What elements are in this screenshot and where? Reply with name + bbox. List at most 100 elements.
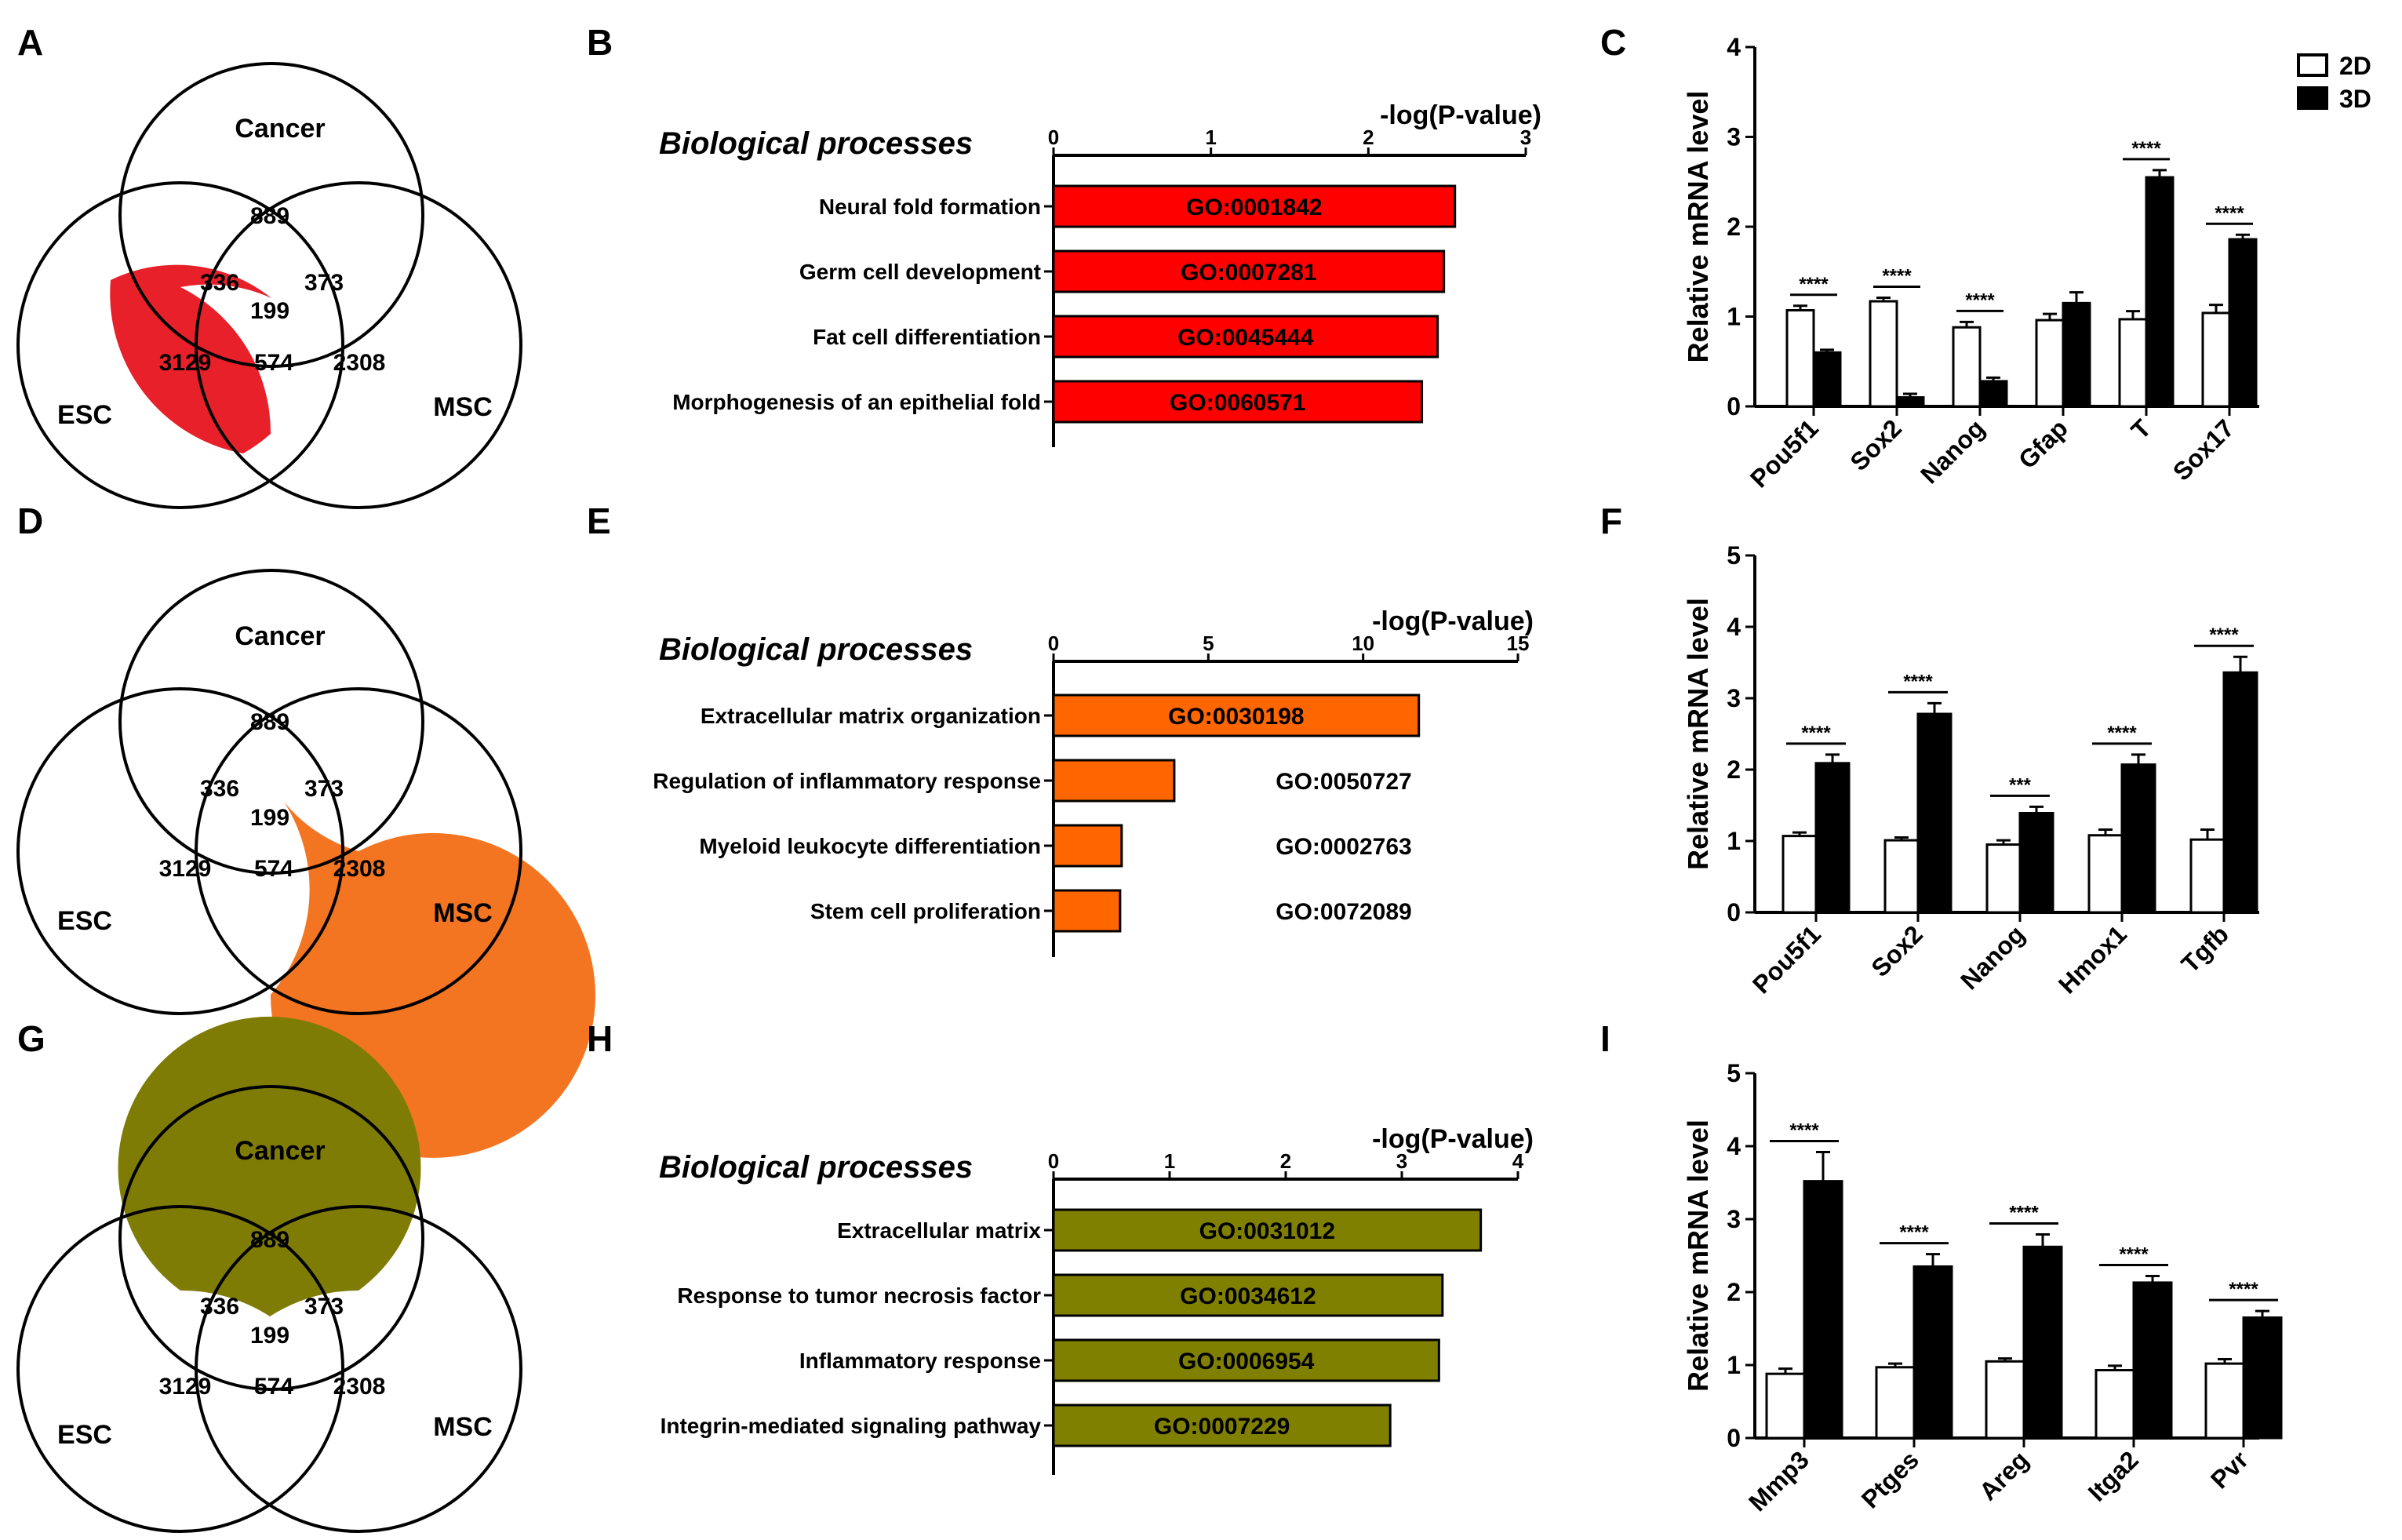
venn-d-label-msc: MSC (433, 898, 493, 928)
venn-g-label-msc: MSC (433, 1412, 493, 1442)
bar-3d (2222, 671, 2258, 914)
venn-g-cancer-esc: 336 (200, 1294, 239, 1320)
bar-3d (2132, 1281, 2173, 1440)
bar-3d (1814, 762, 1851, 914)
x-tick-label: 3 (1396, 1149, 1407, 1173)
section-title: Biological processes (659, 632, 973, 667)
venn-a-label-esc: ESC (57, 400, 112, 430)
panel-b-go-bar-chart: -log(P-value) Biological processes 0 1 2 3 Neu… (659, 100, 1541, 447)
bar-2d (2189, 838, 2225, 914)
venn-d-label-cancer: Cancer (235, 621, 325, 651)
venn-a-label-msc: MSC (433, 392, 493, 422)
y-tick-label: 2 (1727, 1278, 1741, 1306)
venn-a-circle-cancer (118, 62, 424, 368)
significance-label: **** (2229, 1279, 2258, 1300)
bar-2d (1985, 1360, 2025, 1440)
bar (1052, 694, 1421, 737)
venn-a-msc-only: 2308 (333, 350, 386, 376)
panel-a-venn: A Cancer ESC MSC 889 336 373 199 3129 57… (16, 22, 522, 509)
bar (1052, 1403, 1392, 1447)
bar (1052, 249, 1446, 293)
venn-g-circle-cancer (118, 1085, 424, 1391)
bar-3d (2242, 1316, 2283, 1440)
venn-d-circle-cancer (118, 569, 424, 875)
panel-e-go-bar-chart: -log(P-value) Biological processes 0 5 10 15 E… (653, 606, 1534, 957)
section-title: Biological processes (659, 1150, 973, 1185)
venn-a-all: 199 (250, 298, 289, 324)
bar-3d (1978, 380, 2008, 408)
x-category-label: Nanog (1915, 413, 1990, 489)
category-label: Extracellular matrix organization (701, 704, 1041, 728)
significance-label: *** (2009, 774, 2032, 795)
y-tick-label: 4 (1727, 1132, 1741, 1160)
bar-3d (1803, 1180, 1843, 1440)
bar-2d (1883, 839, 1920, 914)
x-tick-label: 1 (1164, 1149, 1175, 1173)
x-category-label: Pou5f1 (1745, 413, 1824, 493)
venn-d-circle-esc (16, 687, 344, 1015)
go-id-label: GO:0001842 (1186, 195, 1322, 220)
panel-f-mrna-chart: 0 1 2 3 4 5 Relative mRNA level Pou5f1 **** Sox2 *… (1682, 541, 2259, 999)
panel-c-mrna-chart: 0 1 2 3 4 Relative mRNA level Pou5f1 **** Sox2 **… (1682, 33, 2259, 493)
venn-g-highlight (118, 1016, 421, 1316)
venn-a-label-cancer: Cancer (235, 114, 325, 144)
x-tick-label: 4 (1512, 1149, 1524, 1173)
bar-3d (1812, 351, 1842, 408)
venn-g-esc-msc: 574 (254, 1374, 293, 1400)
bar-2d (2204, 1362, 2245, 1440)
y-tick-label: 1 (1727, 827, 1741, 855)
venn-g-esc-only: 3129 (159, 1374, 212, 1400)
category-label: Regulation of inflammatory response (653, 769, 1041, 793)
bar-3d (1913, 1265, 1953, 1440)
x-category-label: Nanog (1955, 919, 2030, 995)
legend-label-3d: 3D (2339, 85, 2371, 113)
y-axis-label: Relative mRNA level (1682, 598, 1714, 870)
x-tick-label: 5 (1203, 632, 1214, 655)
panel-label-c: C (1600, 22, 1626, 63)
legend: 2D 3D (2297, 52, 2371, 113)
bar-3d (2120, 763, 2156, 914)
category-label: Fat cell differentiation (813, 325, 1041, 349)
venn-d-cancer-esc: 336 (200, 776, 239, 802)
y-tick-label: 4 (1727, 613, 1741, 641)
legend-swatch-3d (2297, 86, 2328, 110)
bar (1052, 889, 1122, 933)
significance-label: **** (2209, 624, 2239, 646)
axis-title: -log(P-value) (1380, 100, 1541, 130)
significance-label: **** (1899, 1222, 1929, 1243)
bar-2d (1875, 1366, 1916, 1440)
bar-2d (1985, 843, 2022, 914)
bar-2d (1765, 1372, 1806, 1440)
y-tick-label: 3 (1727, 684, 1741, 712)
go-id-label: GO:0031012 (1199, 1218, 1335, 1244)
category-label: Germ cell development (799, 260, 1041, 284)
bar-3d (2022, 1245, 2063, 1440)
bar-2d (2118, 318, 2148, 408)
panel-i-mrna-chart: 0 1 2 3 4 5 Relative mRNA level Mmp3 **** Ptges **… (1682, 1059, 2283, 1516)
y-tick-label: 0 (1727, 1424, 1741, 1452)
venn-a-cancer-msc: 373 (304, 270, 344, 296)
bar-3d (1916, 712, 1953, 914)
bar-3d (2228, 238, 2258, 408)
venn-g-circle-msc (195, 1205, 522, 1533)
panel-label-f: F (1600, 501, 1622, 541)
y-axis-label: Relative mRNA level (1682, 1120, 1714, 1392)
go-id-label: GO:0045444 (1177, 325, 1314, 351)
significance-label: **** (2119, 1244, 2149, 1265)
y-tick-label: 1 (1727, 303, 1741, 331)
category-label: Stem cell proliferation (810, 899, 1041, 923)
bar-2d (1781, 835, 1818, 914)
bar-3d (2145, 176, 2175, 408)
venn-a-cancer-only: 889 (250, 203, 289, 229)
panel-g-venn: G Cancer ESC MSC 889 336 373 199 3129 57… (16, 1016, 522, 1533)
x-tick-label: 0 (1048, 126, 1059, 149)
bar-2d (2087, 834, 2124, 914)
section-title: Biological processes (659, 126, 973, 161)
x-category-label: Sox2 (1865, 919, 1928, 982)
category-label: Response to tumor necrosis factor (677, 1283, 1041, 1308)
x-category-label: Areg (1974, 1445, 2034, 1505)
go-id-label: GO:0072089 (1276, 899, 1411, 925)
x-tick-label: 10 (1352, 632, 1374, 655)
x-category-label: Pvr (2205, 1445, 2254, 1494)
bar (1052, 1208, 1483, 1252)
